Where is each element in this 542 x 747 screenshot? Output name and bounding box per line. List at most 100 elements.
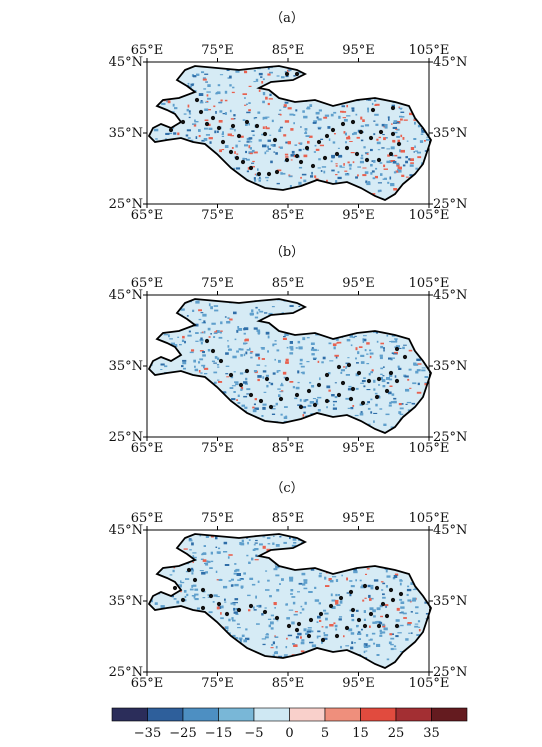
anomaly-cell bbox=[171, 595, 174, 598]
anomaly-cell bbox=[370, 172, 373, 175]
anomaly-cell bbox=[190, 567, 194, 570]
plateau-outline-a bbox=[147, 65, 432, 202]
anomaly-cell bbox=[256, 329, 261, 332]
anomaly-cell bbox=[316, 635, 321, 638]
anomaly-cell bbox=[421, 129, 426, 133]
anomaly-cell bbox=[300, 605, 303, 608]
anomaly-cell bbox=[401, 611, 404, 613]
anomaly-cell bbox=[284, 406, 288, 408]
anomaly-cell bbox=[407, 409, 411, 412]
anomaly-cell bbox=[378, 621, 383, 625]
anomaly-cell bbox=[211, 322, 216, 325]
anomaly-cell bbox=[357, 631, 361, 634]
anomaly-cell bbox=[254, 179, 257, 182]
anomaly-cell bbox=[328, 138, 331, 141]
station-marker bbox=[264, 376, 270, 382]
anomaly-cell bbox=[216, 364, 220, 366]
anomaly-cell bbox=[251, 583, 256, 586]
anomaly-cell bbox=[396, 128, 400, 131]
anomaly-cell bbox=[176, 600, 180, 604]
anomaly-cell bbox=[202, 354, 206, 357]
anomaly-cell bbox=[282, 371, 287, 375]
anomaly-cell bbox=[382, 596, 386, 599]
anomaly-cell bbox=[355, 176, 358, 179]
anomaly-cell bbox=[319, 144, 324, 147]
anomaly-cell bbox=[214, 130, 217, 134]
anomaly-cell bbox=[269, 595, 272, 598]
anomaly-cell bbox=[396, 135, 400, 138]
anomaly-cell bbox=[408, 632, 411, 634]
anomaly-cell bbox=[376, 620, 381, 623]
anomaly-cell bbox=[271, 413, 276, 415]
station-marker bbox=[236, 607, 242, 613]
anomaly-cell bbox=[215, 536, 218, 540]
anomaly-cell bbox=[356, 362, 359, 364]
anomaly-cell bbox=[415, 370, 419, 374]
anomaly-cell bbox=[372, 609, 376, 613]
anomaly-cell bbox=[214, 309, 219, 312]
anomaly-cell bbox=[222, 113, 227, 115]
anomaly-cell bbox=[362, 174, 367, 177]
anomaly-cell bbox=[362, 119, 365, 122]
anomaly-cell bbox=[413, 138, 417, 140]
anomaly-cell bbox=[205, 81, 208, 83]
anomaly-cell bbox=[251, 309, 254, 313]
anomaly-cell bbox=[270, 614, 274, 617]
plateau-outline-c bbox=[147, 533, 432, 670]
anomaly-cell bbox=[389, 176, 392, 180]
anomaly-cell bbox=[262, 78, 265, 81]
colorbar-tick-label: −15 bbox=[205, 726, 232, 741]
anomaly-cell bbox=[352, 133, 355, 136]
anomaly-cell bbox=[182, 335, 185, 339]
anomaly-cell bbox=[291, 621, 295, 625]
anomaly-cell bbox=[177, 336, 180, 338]
anomaly-cell bbox=[248, 137, 253, 140]
anomaly-cell bbox=[207, 327, 211, 331]
anomaly-cell bbox=[403, 344, 407, 346]
anomaly-cell bbox=[207, 84, 211, 87]
lon-tick-label-bottom: 85°E bbox=[272, 676, 305, 691]
anomaly-cell bbox=[193, 124, 197, 127]
anomaly-cell bbox=[387, 154, 390, 157]
lat-tick-label-right: 35°N bbox=[433, 359, 467, 374]
anomaly-cell bbox=[253, 327, 258, 330]
anomaly-cell bbox=[250, 314, 254, 316]
anomaly-cell bbox=[399, 582, 402, 586]
anomaly-cell bbox=[334, 599, 339, 603]
anomaly-cell bbox=[294, 397, 298, 400]
plateau-outline-b bbox=[147, 298, 432, 435]
anomaly-cell bbox=[207, 596, 210, 598]
anomaly-cell bbox=[373, 579, 379, 582]
anomaly-cell bbox=[267, 335, 270, 339]
anomaly-cell bbox=[273, 618, 276, 620]
anomaly-cell bbox=[239, 640, 242, 643]
anomaly-cell bbox=[361, 154, 364, 157]
anomaly-cell bbox=[375, 403, 378, 407]
anomaly-cell bbox=[378, 136, 381, 139]
anomaly-cell bbox=[409, 158, 414, 161]
anomaly-cell bbox=[233, 167, 235, 170]
anomaly-cell bbox=[240, 386, 244, 390]
anomaly-cell bbox=[384, 177, 387, 180]
anomaly-cell bbox=[341, 111, 347, 113]
station-marker bbox=[388, 151, 394, 157]
station-marker bbox=[370, 107, 376, 113]
anomaly-cell bbox=[394, 154, 398, 157]
anomaly-cell bbox=[211, 360, 215, 363]
anomaly-cell bbox=[191, 584, 194, 588]
anomaly-cell bbox=[195, 300, 200, 304]
colorbar-swatch bbox=[395, 707, 432, 722]
anomaly-cell bbox=[367, 407, 371, 410]
anomaly-cell bbox=[194, 588, 199, 591]
anomaly-cell bbox=[325, 585, 330, 587]
anomaly-cell bbox=[228, 618, 231, 622]
anomaly-cell bbox=[384, 568, 389, 570]
anomaly-cell bbox=[373, 420, 375, 423]
station-marker bbox=[390, 105, 396, 111]
anomaly-cell bbox=[210, 306, 213, 310]
anomaly-cell bbox=[344, 170, 348, 172]
anomaly-cell bbox=[316, 116, 319, 119]
station-marker bbox=[254, 123, 260, 129]
anomaly-cell bbox=[243, 572, 246, 575]
anomaly-cell bbox=[285, 361, 289, 364]
